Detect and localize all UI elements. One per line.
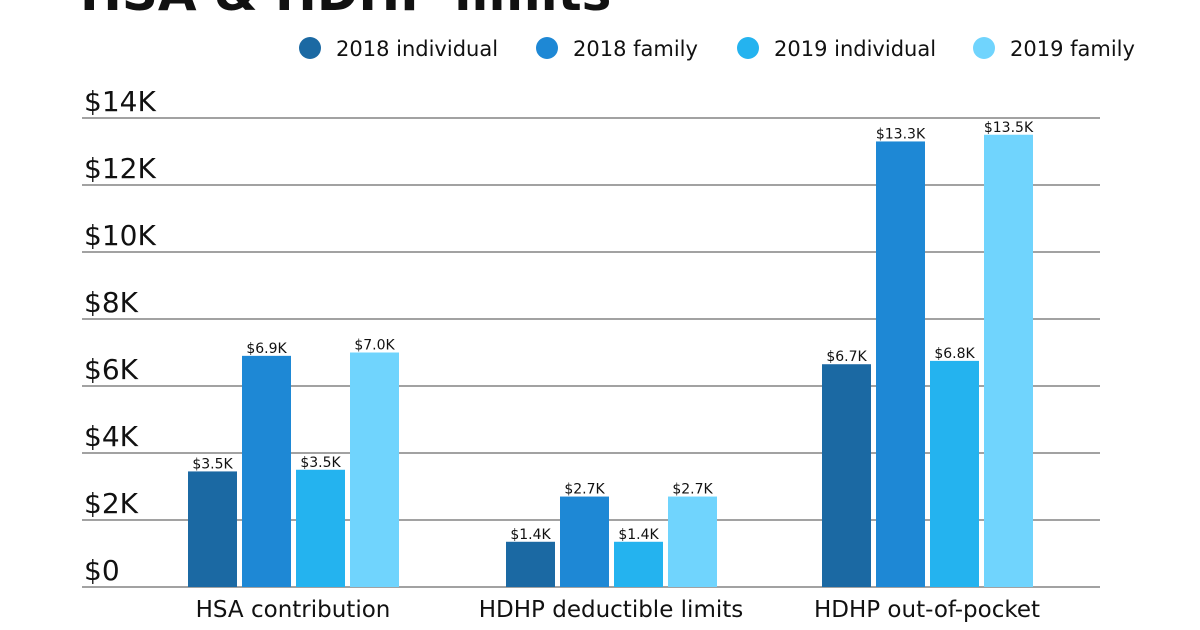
- value-label: $6.7K: [826, 349, 867, 365]
- value-label: $1.4K: [618, 527, 659, 543]
- value-label: $6.8K: [934, 346, 975, 362]
- x-tick-label: HSA contribution: [196, 597, 391, 623]
- bar: [296, 469, 345, 587]
- y-tick-label: $0: [84, 554, 120, 587]
- bar: [242, 355, 291, 587]
- value-label: $6.9K: [246, 341, 287, 357]
- bar: [930, 360, 979, 587]
- legend-swatch: [536, 37, 558, 59]
- bar: [984, 134, 1033, 587]
- legend-label: 2018 family: [573, 37, 698, 61]
- x-tick-label: HDHP deductible limits: [479, 597, 744, 623]
- bar: [188, 471, 237, 587]
- value-label: $2.7K: [672, 482, 713, 498]
- y-tick-label: $6K: [84, 353, 139, 386]
- bar: [876, 141, 925, 587]
- value-label: $7.0K: [354, 338, 395, 354]
- bar: [668, 496, 717, 587]
- bar: [822, 364, 871, 587]
- y-tick-label: $10K: [84, 219, 156, 252]
- bar: [506, 541, 555, 587]
- value-label: $3.5K: [192, 456, 233, 472]
- y-tick-label: $4K: [84, 420, 139, 453]
- y-tick-label: $14K: [84, 85, 156, 118]
- bar: [350, 352, 399, 587]
- bar: [560, 496, 609, 587]
- value-label: $13.5K: [984, 120, 1034, 136]
- value-label: $1.4K: [510, 527, 551, 543]
- legend-label: 2019 family: [1010, 37, 1135, 61]
- x-tick-label: HDHP out-of-pocket: [814, 597, 1040, 623]
- legend-swatch: [737, 37, 759, 59]
- y-tick-label: $12K: [84, 152, 156, 185]
- legend-swatch: [973, 37, 995, 59]
- y-tick-label: $2K: [84, 487, 139, 520]
- bar: [614, 541, 663, 587]
- legend-label: 2019 individual: [774, 37, 936, 61]
- legend-label: 2018 individual: [336, 37, 498, 61]
- value-label: $2.7K: [564, 482, 605, 498]
- value-label: $3.5K: [300, 455, 341, 471]
- chart-title: HSA & HDHP limits: [80, 0, 611, 22]
- y-tick-label: $8K: [84, 286, 139, 319]
- legend-swatch: [299, 37, 321, 59]
- value-label: $13.3K: [876, 126, 926, 142]
